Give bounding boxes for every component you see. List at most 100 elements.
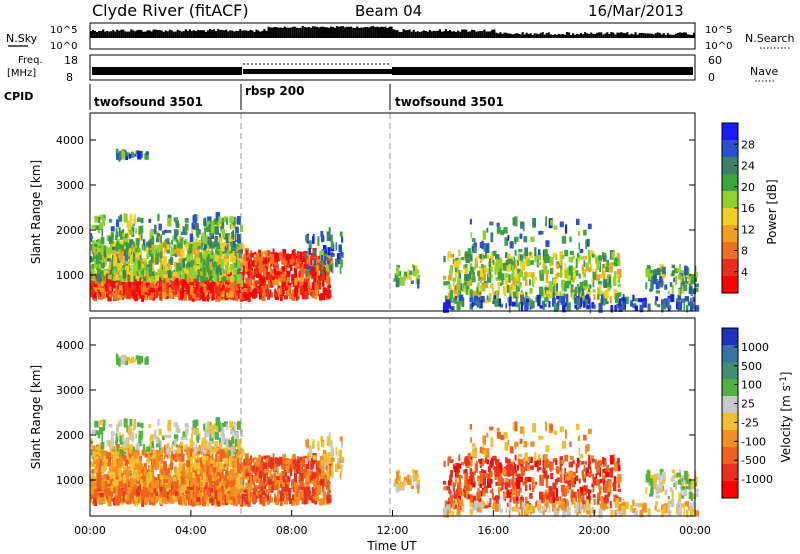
power-cell	[564, 263, 567, 269]
velocity-cell	[230, 480, 234, 488]
power-cell	[213, 270, 216, 277]
velocity-cell	[202, 496, 206, 507]
power-cell	[585, 262, 589, 271]
power-cell	[486, 254, 489, 260]
power-cell	[541, 231, 544, 235]
power-cell	[282, 277, 285, 284]
power-cell	[311, 255, 316, 265]
power-cell	[299, 251, 303, 258]
colorbar-swatch	[722, 225, 738, 243]
nsky-bar	[588, 34, 591, 38]
power-cell	[205, 285, 208, 292]
power-cell	[132, 281, 136, 291]
nsky-bar	[630, 33, 633, 38]
power-cell	[685, 281, 689, 285]
colorbar-swatch	[722, 140, 738, 158]
power-cell	[576, 218, 580, 226]
nsky-bar	[442, 31, 445, 38]
nsky-bar	[315, 26, 318, 38]
power-cell	[207, 236, 212, 245]
power-cell	[409, 270, 413, 275]
power-cell	[467, 289, 471, 295]
power-cell	[320, 255, 323, 261]
power-cell	[565, 271, 569, 276]
power-cell	[94, 247, 99, 254]
power-cell	[116, 219, 119, 228]
power-cell	[670, 294, 675, 303]
power-cell	[135, 238, 140, 245]
power-cell	[144, 248, 149, 253]
power-cell	[173, 217, 179, 222]
power-cell	[324, 249, 327, 254]
power-cell	[599, 298, 602, 304]
nsky-bar	[178, 30, 181, 38]
nsky-bar	[319, 26, 322, 38]
power-cell	[328, 227, 331, 234]
power-cell	[301, 257, 306, 262]
power-cell	[447, 292, 450, 300]
power-cell	[112, 244, 116, 250]
power-cell	[99, 215, 104, 220]
power-cell	[623, 303, 625, 310]
power-cell	[479, 291, 482, 297]
velocity-cell	[97, 468, 102, 477]
power-cell	[581, 288, 585, 296]
power-cell	[128, 276, 133, 282]
nsky-bar	[404, 30, 407, 38]
power-cell	[274, 267, 276, 273]
power-cell	[311, 265, 316, 273]
power-cell	[456, 292, 460, 298]
power-cell	[312, 291, 317, 295]
power-cell	[113, 253, 117, 262]
power-cell	[281, 258, 286, 265]
nsky-bar	[336, 26, 339, 38]
power-cell	[115, 271, 119, 277]
power-cell	[173, 269, 176, 274]
power-cell	[147, 292, 151, 297]
power-cell	[135, 252, 140, 259]
velocity-cell	[112, 449, 116, 455]
cpid-label: CPID	[4, 90, 33, 103]
power-cell	[226, 258, 230, 262]
power-cell	[668, 305, 672, 309]
power-cell	[463, 264, 466, 270]
power-cell	[605, 266, 609, 273]
power-cell	[337, 258, 340, 264]
power-cell	[580, 297, 583, 307]
power-cell	[291, 250, 295, 256]
power-cell	[174, 274, 177, 279]
power-cell	[90, 235, 94, 240]
nsky-bar	[561, 34, 564, 38]
power-cell	[458, 249, 461, 257]
power-cell	[167, 270, 172, 278]
power-cell	[232, 293, 236, 301]
power-cell	[164, 265, 169, 271]
power-cell	[233, 263, 236, 270]
power-cell	[592, 269, 594, 274]
nsky-bar	[453, 31, 456, 38]
power-cell	[235, 244, 240, 249]
power-cell	[256, 274, 259, 278]
nsky-bar	[525, 32, 528, 38]
power-cell	[525, 271, 528, 279]
nsky-bar	[348, 26, 351, 38]
power-cell	[119, 230, 124, 240]
power-cell	[200, 265, 205, 271]
power-cell	[585, 299, 589, 306]
power-cell	[248, 285, 251, 293]
power-cell	[106, 247, 111, 254]
power-cell	[251, 270, 254, 279]
power-cell	[598, 303, 603, 313]
nsky-bar	[114, 31, 117, 38]
power-cell	[97, 269, 101, 278]
power-cell	[117, 290, 122, 297]
nsky-bar	[291, 26, 294, 38]
nsky-bar	[227, 31, 230, 38]
power-cell	[259, 275, 264, 284]
power-cell	[105, 270, 110, 274]
power-cell	[183, 257, 188, 261]
power-cell	[225, 288, 230, 295]
power-cell	[298, 287, 301, 296]
power-cell	[179, 236, 182, 240]
nsky-bar	[553, 34, 556, 38]
